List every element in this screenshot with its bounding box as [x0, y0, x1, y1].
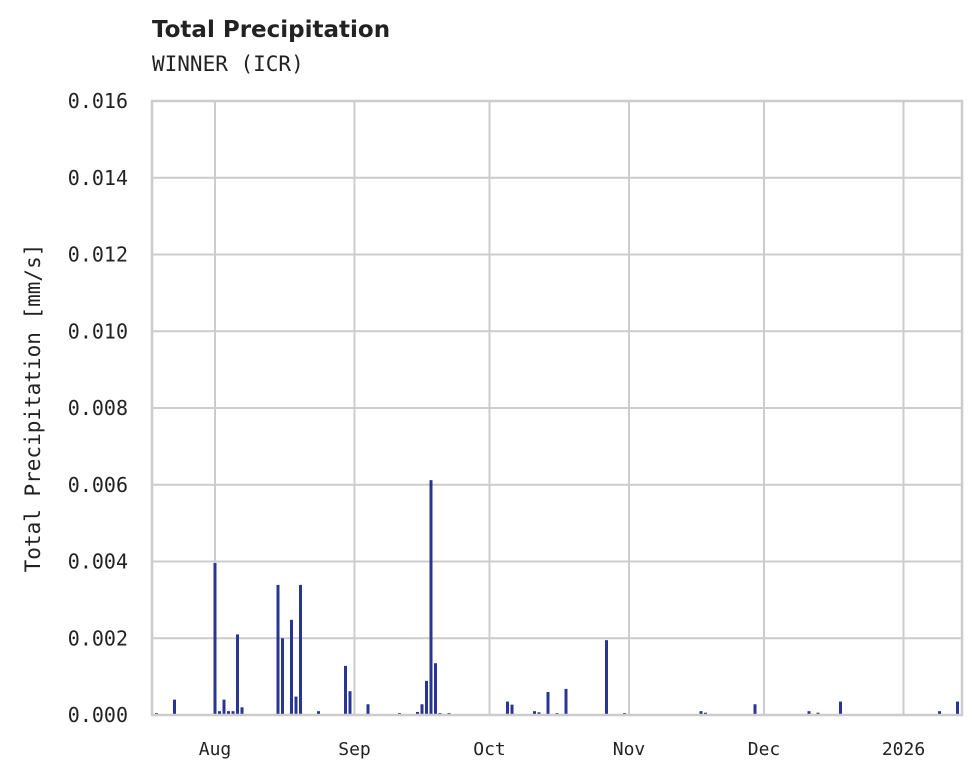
x-tick-label: Oct — [473, 739, 506, 760]
precip-bar — [699, 711, 703, 715]
precip-bar — [227, 711, 230, 715]
y-tick-label: 0.016 — [68, 89, 128, 113]
x-tick-label: Sep — [338, 739, 371, 760]
precip-bar — [425, 680, 428, 715]
precip-bar — [510, 704, 514, 715]
precip-bar — [506, 701, 509, 715]
chart-subtitle: WINNER (ICR) — [152, 52, 304, 76]
precip-bar — [420, 704, 424, 715]
precip-bar — [173, 699, 176, 715]
precip-bar — [938, 711, 941, 715]
precip-bar — [546, 691, 550, 715]
precip-bar — [222, 699, 226, 715]
x-tick-label: Aug — [199, 739, 232, 760]
precip-bar — [429, 625, 433, 715]
y-tick-label: 0.004 — [68, 550, 128, 574]
precip-bar — [434, 663, 437, 715]
precip-bar — [533, 711, 536, 715]
precip-bar — [366, 704, 370, 715]
y-tick-label: 0.010 — [68, 319, 128, 343]
precip-bar — [416, 711, 419, 715]
y-tick-label: 0.000 — [68, 703, 128, 727]
y-tick-label: 0.012 — [68, 243, 128, 267]
precip-bar — [348, 691, 352, 715]
precip-bar — [294, 696, 298, 715]
y-tick-label: 0.014 — [68, 166, 128, 190]
precip-bar — [236, 634, 239, 715]
precip-bar — [564, 688, 568, 715]
x-tick-label: Nov — [613, 739, 646, 760]
precip-bar — [299, 584, 302, 715]
bar-series — [155, 480, 959, 715]
precip-bar — [344, 665, 347, 715]
precip-bar — [218, 711, 221, 715]
precip-bar — [839, 701, 842, 715]
precip-bar — [807, 711, 811, 715]
precip-bar — [537, 712, 541, 715]
y-axis-label: Total Precipitation [mm/s] — [21, 244, 45, 573]
precip-bar — [213, 563, 217, 715]
precip-bar — [956, 701, 959, 715]
precip-bar — [281, 638, 284, 715]
precip-bar — [317, 711, 320, 715]
precip-bar — [231, 711, 235, 715]
plot-frame — [150, 99, 964, 717]
precip-bar — [290, 619, 293, 715]
y-tick-label: 0.006 — [68, 473, 128, 497]
y-tick-label: 0.002 — [68, 626, 128, 650]
y-axis-ticks: 0.000 0.002 0.004 0.006 0.008 0.010 0.012 0.014… — [68, 89, 128, 727]
y-tick-label: 0.008 — [68, 396, 128, 420]
precip-bar — [240, 707, 244, 715]
precip-bar — [429, 480, 433, 715]
x-axis-ticks: Aug Sep Oct Nov Dec 2026 — [199, 739, 925, 760]
precip-bar — [753, 704, 757, 715]
x-tick-label: Dec — [748, 739, 781, 760]
x-tick-label: 2026 — [882, 739, 925, 760]
precip-bar — [605, 640, 608, 715]
chart-title: Total Precipitation — [152, 17, 391, 43]
precip-bar — [276, 584, 280, 715]
grid-lines — [152, 100, 962, 716]
